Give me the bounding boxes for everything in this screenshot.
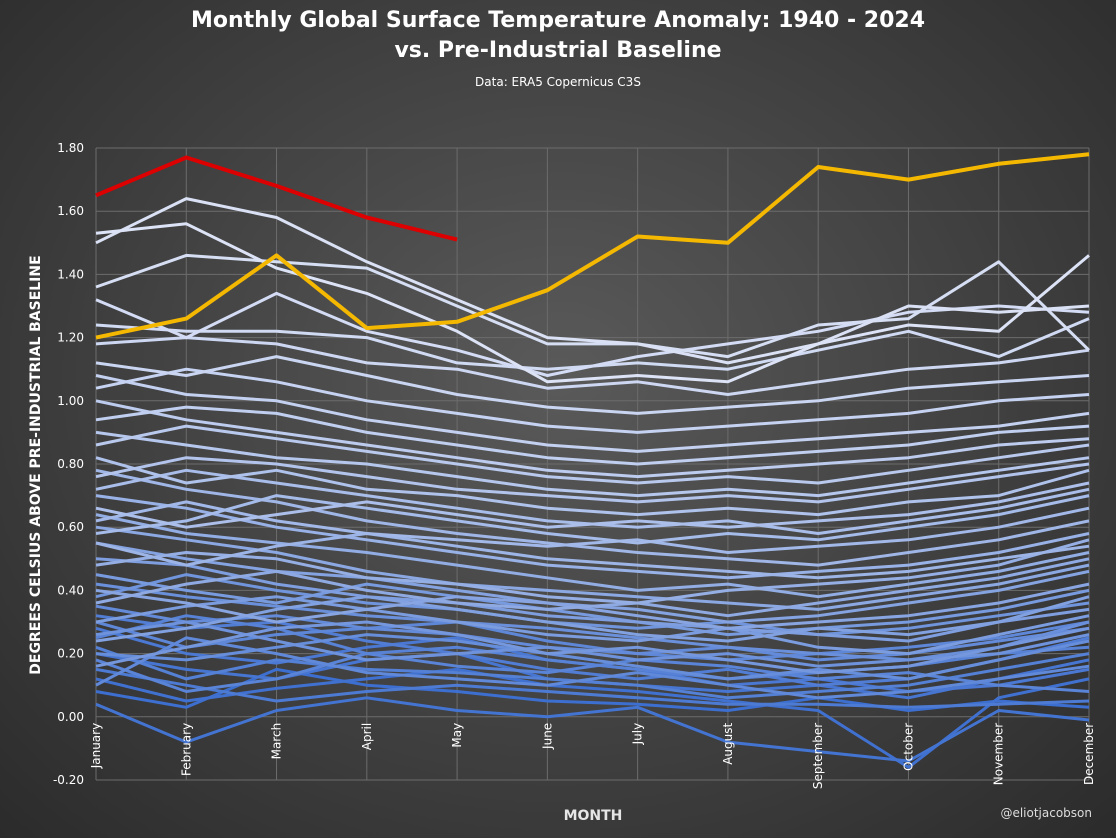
series-line bbox=[95, 573, 1090, 637]
series-line bbox=[95, 197, 1090, 365]
series-lines bbox=[95, 197, 1091, 769]
y-tick-label: 0.00 bbox=[57, 710, 84, 724]
y-tick-label: 1.80 bbox=[57, 141, 84, 155]
x-tick-label: March bbox=[270, 723, 284, 760]
x-tick-labels: January February March April May June July Augu… bbox=[89, 723, 1096, 790]
series-line bbox=[95, 355, 1090, 415]
highlight-lines bbox=[95, 152, 1090, 340]
x-tick-label: June bbox=[540, 723, 554, 750]
series-line bbox=[95, 667, 1090, 712]
series-line bbox=[95, 595, 1090, 656]
series-line bbox=[95, 696, 1090, 763]
chart-subtitle: Data: ERA5 Copernicus C3S bbox=[475, 75, 641, 89]
series-line-year-2024 bbox=[95, 155, 458, 242]
series-line bbox=[95, 573, 1090, 637]
series-line bbox=[95, 532, 1090, 580]
y-tick-label: 1.20 bbox=[57, 331, 84, 345]
series-line bbox=[95, 336, 1090, 396]
x-tick-label: December bbox=[1082, 723, 1096, 785]
series-line bbox=[95, 557, 1090, 618]
series-line bbox=[95, 222, 1090, 384]
x-tick-label: February bbox=[179, 723, 193, 776]
series-line bbox=[95, 405, 1090, 466]
series-line bbox=[95, 399, 1090, 479]
series-line bbox=[95, 557, 1090, 643]
series-line bbox=[95, 494, 1090, 580]
x-tick-label: November bbox=[992, 723, 1006, 785]
x-tick-label: January bbox=[89, 723, 103, 770]
y-tick-label: 0.20 bbox=[57, 647, 84, 661]
x-tick-label: April bbox=[360, 723, 374, 750]
y-tick-label: -0.20 bbox=[53, 773, 84, 787]
series-line bbox=[95, 667, 1090, 769]
x-tick-label: September bbox=[811, 723, 825, 789]
chart-title-line-2: vs. Pre-Industrial Baseline bbox=[394, 38, 722, 63]
series-line bbox=[95, 645, 1090, 700]
series-line bbox=[95, 538, 1090, 605]
chart-title: Monthly Global Surface Temperature Anoma… bbox=[0, 6, 1116, 66]
x-tick-label: August bbox=[721, 723, 735, 765]
series-line bbox=[95, 291, 1090, 377]
series-line bbox=[95, 374, 1090, 453]
x-tick-label: October bbox=[901, 723, 915, 771]
y-tick-label: 1.00 bbox=[57, 394, 84, 408]
series-line bbox=[95, 620, 1090, 668]
series-line bbox=[95, 456, 1090, 504]
x-tick-label: May bbox=[450, 723, 464, 748]
y-tick-label: 1.40 bbox=[57, 267, 84, 281]
y-tick-label: 0.60 bbox=[57, 520, 84, 534]
series-line-year-2023 bbox=[95, 152, 1090, 340]
series-line bbox=[95, 430, 1090, 498]
series-line bbox=[95, 424, 1090, 485]
series-line bbox=[95, 481, 1090, 529]
series-line bbox=[95, 367, 1090, 434]
grid bbox=[95, 147, 1090, 781]
series-line bbox=[95, 633, 1090, 681]
series-line bbox=[95, 667, 1090, 709]
series-line bbox=[95, 582, 1090, 630]
credit-text: @eliotjacobson bbox=[1000, 806, 1092, 820]
series-line bbox=[95, 494, 1090, 545]
series-line bbox=[95, 456, 1090, 517]
y-tick-label: 0.80 bbox=[57, 457, 84, 471]
series-line bbox=[95, 595, 1090, 643]
x-axis-label: MONTH bbox=[563, 808, 623, 824]
chart-title-line-1: Monthly Global Surface Temperature Anoma… bbox=[190, 8, 925, 33]
y-tick-label: 0.40 bbox=[57, 583, 84, 597]
series-line bbox=[95, 636, 1090, 700]
x-tick-label: July bbox=[631, 723, 645, 746]
series-line bbox=[95, 513, 1090, 599]
y-tick-label: 1.60 bbox=[57, 204, 84, 218]
series-line bbox=[95, 620, 1090, 675]
y-tick-labels: -0.20 0.00 0.20 0.40 0.60 0.80 1.00 1.20 1.40 1.6… bbox=[53, 141, 84, 787]
